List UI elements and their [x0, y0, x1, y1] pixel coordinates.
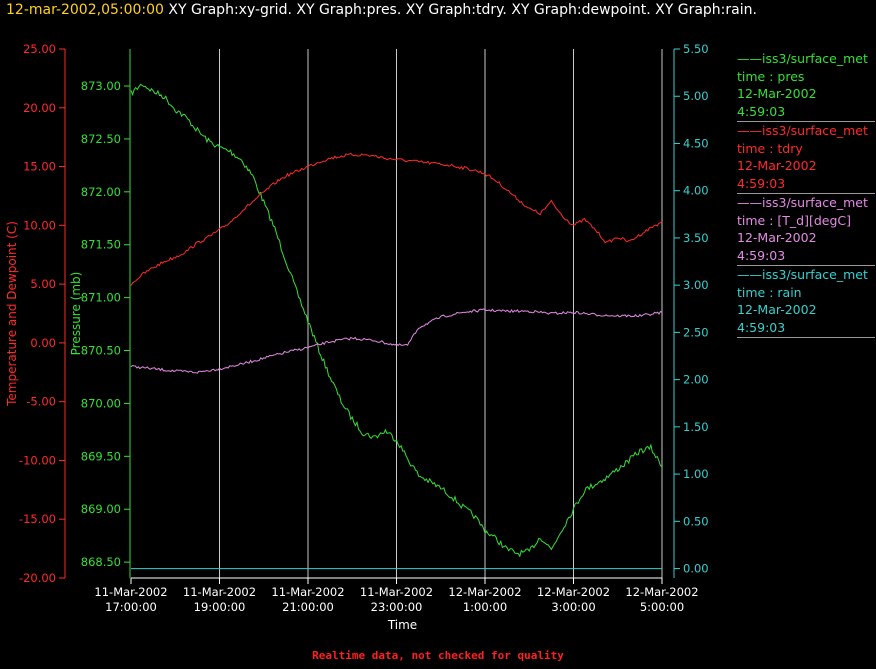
rain-tick-label: 3.50: [683, 231, 709, 245]
temp-tick-label: 15.00: [23, 160, 56, 174]
axes: 11-Mar-200217:00:0011-Mar-200219:00:0011…: [19, 42, 709, 614]
rain-tick-label: 0.00: [683, 562, 709, 576]
series-tddegc-line: [130, 308, 663, 374]
x-tick-label-date: 11-Mar-2002: [183, 585, 256, 599]
pres-tick-label: 873.00: [81, 79, 121, 93]
legend-entry-line3: 12-Mar-2002: [737, 302, 817, 317]
legend-entry-line4: 4:59:03: [737, 247, 786, 263]
legend-entry-line2: time : tdry: [737, 140, 803, 156]
x-tick-label-date: 11-Mar-2002: [271, 585, 344, 599]
pres-tick-label: 872.00: [81, 185, 121, 199]
pres-tick-label: 868.50: [81, 555, 121, 569]
legend-entry-line2: time : [T_d][degC]: [737, 212, 852, 228]
series-tdry-line: [130, 152, 663, 286]
pres-tick-label: 869.50: [81, 449, 121, 463]
legend-entry-line2: time : rain: [737, 284, 802, 300]
pressure-axis-label: Pressure (mb): [69, 272, 83, 356]
x-tick-label-time: 1:00:00: [463, 600, 507, 614]
legend-entry-line1: ——iss3/surface_met: [737, 123, 868, 138]
series-pres-line: [130, 83, 663, 558]
temp-tick-label: -15.00: [19, 512, 56, 526]
rain-tick-label: 2.00: [683, 373, 709, 387]
title-timestamp: 12-mar-2002,05:00:00: [6, 2, 164, 18]
temp-tick-label: -10.00: [19, 453, 56, 467]
pres-tick-label: 871.00: [81, 291, 121, 305]
title-graphs: XY Graph:xy-grid. XY Graph:pres. XY Grap…: [168, 2, 757, 18]
rain-tick-label: 4.50: [683, 136, 709, 150]
pres-tick-label: 869.00: [81, 502, 121, 516]
legend-entry-line2: time : pres: [737, 68, 805, 84]
x-tick-label-time: 21:00:00: [282, 600, 334, 614]
x-tick-label-time: 19:00:00: [194, 600, 246, 614]
x-tick-label-time: 23:00:00: [371, 600, 423, 614]
legend-entry-line4: 4:59:03: [737, 175, 786, 191]
rain-tick-label: 3.00: [683, 278, 709, 292]
legend-separator: [737, 193, 875, 194]
legend-entry-line1: ——iss3/surface_met: [737, 267, 868, 282]
rain-tick-label: 4.00: [683, 184, 709, 198]
x-tick-label-date: 11-Mar-2002: [360, 585, 433, 599]
legend-separator: [737, 121, 875, 122]
pres-tick-label: 870.00: [81, 396, 121, 410]
axis-labels: Time Temperature and Dewpoint (C) Pressure…: [5, 221, 417, 632]
legend-entry-line1: ——iss3/surface_met: [737, 195, 868, 210]
rain-tick-label: 1.00: [683, 467, 709, 481]
x-tick-label-time: 3:00:00: [551, 600, 595, 614]
legend-entry-line4: 4:59:03: [737, 103, 786, 119]
legend-separator: [737, 337, 875, 338]
legend-entry-line3: 12-Mar-2002: [737, 230, 817, 245]
x-tick-label-date: 12-Mar-2002: [625, 585, 698, 599]
rain-tick-label: 5.50: [683, 42, 709, 56]
x-tick-label-time: 17:00:00: [105, 600, 157, 614]
temp-tick-label: 25.00: [23, 42, 56, 56]
x-tick-label-time: 5:00:00: [640, 600, 684, 614]
legend-entry-line4: 4:59:03: [737, 319, 786, 335]
x-tick-label-date: 11-Mar-2002: [94, 585, 167, 599]
temperature-axis-label: Temperature and Dewpoint (C): [5, 221, 19, 407]
temp-tick-label: 0.00: [30, 336, 56, 350]
x-axis-label: Time: [387, 618, 417, 632]
legend-entry-line3: 12-Mar-2002: [737, 158, 817, 173]
quality-notice: Realtime data, not checked for quality: [312, 649, 564, 662]
temp-tick-label: 20.00: [23, 101, 56, 115]
temp-tick-label: -5.00: [26, 395, 56, 409]
x-tick-label-date: 12-Mar-2002: [537, 585, 610, 599]
rain-tick-label: 2.50: [683, 325, 709, 339]
rain-tick-label: 5.00: [683, 89, 709, 103]
temp-tick-label: -20.00: [19, 571, 56, 585]
rain-tick-label: 0.50: [683, 514, 709, 528]
chart-title: 12-mar-2002,05:00:00 XY Graph:xy-grid. X…: [6, 2, 757, 18]
temp-tick-label: 10.00: [23, 218, 56, 232]
vertical-grid: [219, 49, 663, 578]
x-tick-label-date: 12-Mar-2002: [448, 585, 521, 599]
pres-tick-label: 870.50: [81, 344, 121, 358]
rain-tick-label: 1.50: [683, 420, 709, 434]
temp-tick-label: 5.00: [30, 277, 56, 291]
pres-tick-label: 872.50: [81, 132, 121, 146]
legend-entry-line1: ——iss3/surface_met: [737, 51, 868, 66]
pres-tick-label: 871.50: [81, 238, 121, 252]
legend-separator: [737, 265, 875, 266]
series-lines: [130, 83, 663, 570]
legend-entry-line3: 12-Mar-2002: [737, 86, 817, 101]
